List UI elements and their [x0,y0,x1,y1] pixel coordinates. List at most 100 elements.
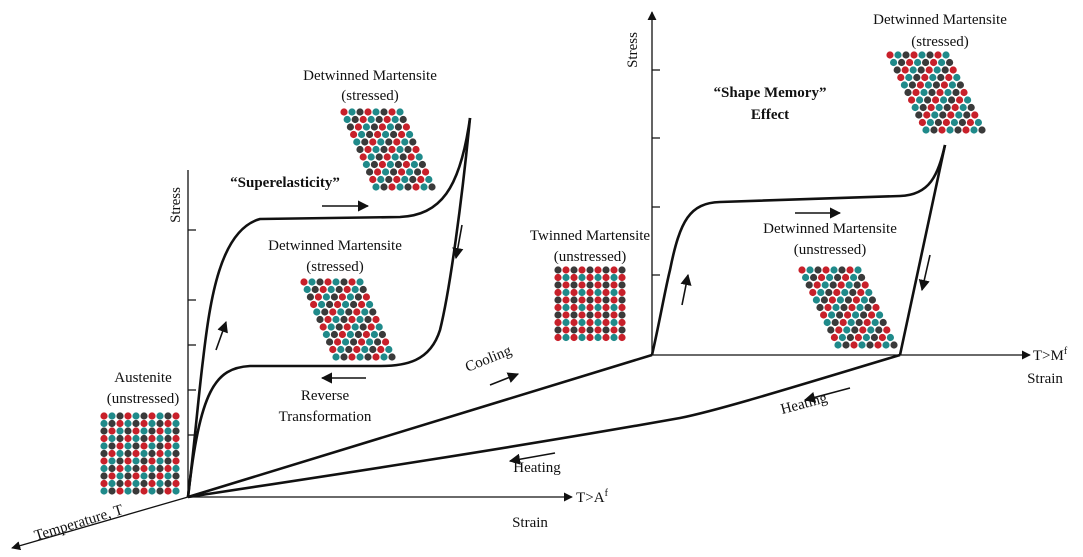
atom [880,319,887,326]
atom [951,119,958,126]
atom [926,66,933,73]
atom [339,331,346,338]
atom [332,316,339,323]
atom [366,168,373,175]
atom [340,108,347,115]
atom [562,266,569,273]
atom [400,116,407,123]
atom [385,176,392,183]
atom [923,111,930,118]
atom [809,289,816,296]
atom [172,480,179,487]
atom [140,450,147,457]
atom [352,116,359,123]
atom [938,126,945,133]
label: Heating [779,390,829,418]
atom [949,81,956,88]
atom [869,296,876,303]
atom [374,168,381,175]
atom [398,168,405,175]
atom [602,289,609,296]
condition: T>Mf [1033,346,1068,364]
atom [334,338,341,345]
atom [414,168,421,175]
atom [395,161,402,168]
atom [344,286,351,293]
atom [562,304,569,311]
atom [172,442,179,449]
atom [372,108,379,115]
atom [380,183,387,190]
label: Cooling [463,343,514,376]
atom [594,326,601,333]
atom [859,326,866,333]
atom [408,153,415,160]
atom [356,353,363,360]
atom [342,338,349,345]
atom [940,96,947,103]
atom [835,326,842,333]
atom [148,435,155,442]
atom [164,442,171,449]
atom [848,319,855,326]
condition-sup: f [605,488,609,499]
atom [562,274,569,281]
atom [931,111,938,118]
atom [337,308,344,315]
atom [927,119,934,126]
atom [124,442,131,449]
atom [929,74,936,81]
atom [866,341,873,348]
atom [847,334,854,341]
atom [409,138,416,145]
atom [822,266,829,273]
atom [172,465,179,472]
atom [838,266,845,273]
atom [404,183,411,190]
atom [172,487,179,494]
arrow [216,322,226,350]
condition-text: T>M [1033,348,1064,364]
atom [371,331,378,338]
atom [398,131,405,138]
atom [618,266,625,273]
atom [867,326,874,333]
atom [363,293,370,300]
label: (unstressed) [554,249,626,265]
atom [368,323,375,330]
atom [838,281,845,288]
atom [401,138,408,145]
atom [350,338,357,345]
atom [952,104,959,111]
atom [108,450,115,457]
atom [132,487,139,494]
condition-text: T>A [576,490,605,506]
atom [861,296,868,303]
atom [172,450,179,457]
atom [108,480,115,487]
atom [331,293,338,300]
atom [156,450,163,457]
atom [344,323,351,330]
atom [960,89,967,96]
atom [848,304,855,311]
atom [943,119,950,126]
atom [814,266,821,273]
atom [814,281,821,288]
atom [348,353,355,360]
atom [578,266,585,273]
atom [172,427,179,434]
atom [356,146,363,153]
atom [116,480,123,487]
atom [578,311,585,318]
atom [602,296,609,303]
label: Detwinned Martensite [873,12,1007,28]
atom [570,334,577,341]
atom [570,296,577,303]
atom [955,111,962,118]
atom [116,472,123,479]
atom [578,326,585,333]
atom [345,346,352,353]
atom [388,108,395,115]
atom [368,153,375,160]
